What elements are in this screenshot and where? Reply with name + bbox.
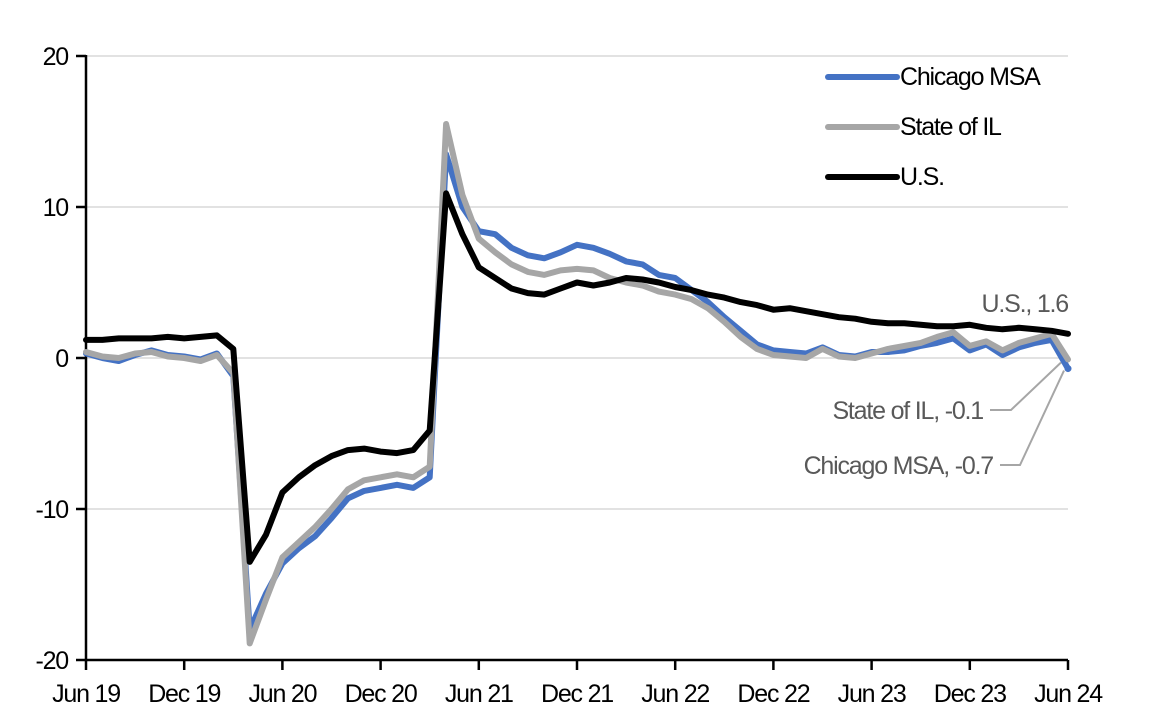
y-tick-label: 0 <box>55 345 68 373</box>
y-tick-label: -10 <box>35 496 68 524</box>
x-tick-label: Dec 23 <box>934 680 1006 708</box>
legend-item-state-of-il: State of IL <box>825 102 1040 152</box>
legend-label-chicago-msa: Chicago MSA <box>900 62 1041 91</box>
legend-item-us: U.S. <box>825 152 1040 202</box>
chicago-msa-line-swatch <box>825 74 900 80</box>
x-tick-label: Jun 23 <box>838 680 906 708</box>
series-line-state-of-il <box>83 121 1071 647</box>
legend-label-state-of-il: State of IL <box>900 112 1002 141</box>
x-tick-label: Jun 20 <box>248 680 316 708</box>
x-tick-label: Jun 21 <box>445 680 513 708</box>
x-tick-label: Jun 19 <box>52 680 120 708</box>
x-tick-label: Dec 20 <box>345 680 417 708</box>
y-tick-label: 10 <box>43 194 69 222</box>
x-tick-label: Dec 21 <box>541 680 613 708</box>
chicago-msa-endpoint-dot <box>1064 365 1072 373</box>
x-tick-label: Dec 19 <box>148 680 220 708</box>
annotation-state-of-il-last-value: State of IL, -0.1 <box>832 397 984 425</box>
annotation-chicago-msa-last-value: Chicago MSA, -0.7 <box>803 452 995 480</box>
legend-item-chicago-msa: Chicago MSA <box>825 52 1041 102</box>
x-tick-label: Dec 22 <box>737 680 809 708</box>
legend-label-us: U.S. <box>900 162 945 191</box>
y-tick-label: 20 <box>43 43 69 71</box>
x-tick-label: Jun 24 <box>1034 680 1103 708</box>
series-line-u-s <box>83 190 1071 565</box>
leader-line-state-of-il <box>990 361 1062 411</box>
annotation-us-last-value: U.S., 1.6 <box>981 290 1070 318</box>
y-tick-label: -20 <box>35 647 68 675</box>
leader-line-chicago-msa <box>1000 370 1065 466</box>
state-of-il-line-swatch <box>825 124 900 130</box>
us-line-swatch <box>825 174 900 180</box>
x-tick-label: Jun 22 <box>641 680 709 708</box>
chart-legend: Chicago MSA State of IL U.S. <box>825 52 1041 202</box>
